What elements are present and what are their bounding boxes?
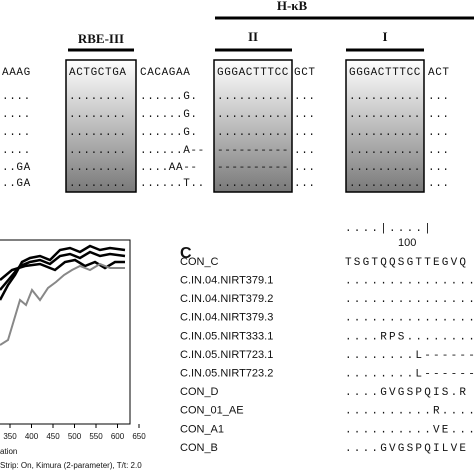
sequence-name: CON_01_AE (180, 405, 244, 417)
sequence-cell: .......... (217, 178, 289, 190)
sequence-cell: GCT (294, 67, 316, 79)
x-tick-label: 400 (25, 432, 39, 441)
sequence: ..........VE.... (345, 424, 474, 436)
sequence-cell: .......... (349, 127, 421, 139)
sequence: ....GVGSPQILVE (345, 443, 468, 455)
hkb-label: H-κB (277, 0, 308, 13)
sequence-name: CON_C (180, 256, 219, 268)
plot-frame (0, 239, 131, 425)
sequence-cell: ........ (69, 91, 127, 103)
site1-label: I (382, 29, 387, 44)
sequence-cell: .......... (349, 91, 421, 103)
sequence-cell: ---------- (217, 162, 289, 174)
site2-label: II (248, 29, 258, 44)
sequence-cell: ......A-- (140, 145, 205, 157)
sequence-cell: .......... (217, 91, 289, 103)
sequence-cell: .......... (217, 127, 289, 139)
sequence: ...............I (345, 313, 474, 325)
sequence-cell: ......G. (140, 109, 198, 121)
sequence: ....RPS.........I (345, 331, 474, 343)
x-axis-label: ation (0, 447, 17, 456)
x-tick-label: 350 (3, 432, 17, 441)
panel-label: C (180, 245, 192, 262)
sequence: ...............I (345, 276, 474, 288)
sequence-cell: GGGACTTTCC (217, 67, 289, 79)
sequence-cell: ... (294, 127, 316, 139)
rbe-box (65, 59, 137, 193)
sequence-name: C.IN.05.NIRT723.1 (180, 349, 273, 361)
sequence-cell: ... (294, 109, 316, 121)
sequence-cell: .... (2, 145, 31, 157)
sequence-cell: ....AA-- (140, 162, 198, 174)
sequence-cell: ........ (69, 127, 127, 139)
ruler: ....|....| (345, 223, 433, 235)
sequence-name: CON_D (180, 386, 219, 398)
sequence-cell: .... (2, 127, 31, 139)
x-tick-label: 450 (46, 432, 60, 441)
sequence-cell: ... (428, 127, 450, 139)
sequence-cell: ---------- (217, 145, 289, 157)
trace (0, 244, 126, 301)
sequence: ...............I (345, 294, 474, 306)
sequence-cell: .... (2, 109, 31, 121)
sequence-cell: .......... (349, 145, 421, 157)
sequence-name: CON_B (180, 442, 218, 454)
caption: Strip: On, Kimura (2-parameter), T/t: 2.… (0, 461, 142, 470)
tree-fragment (0, 239, 131, 425)
sequence-cell: ... (428, 109, 450, 121)
trace (0, 262, 125, 346)
sequence-cell: GGGACTTTCC (349, 67, 421, 79)
sequence-name: C.IN.04.NIRT379.2 (180, 293, 273, 305)
sequence-cell: ........ (69, 145, 127, 157)
sequence-cell: ... (428, 178, 450, 190)
position-label: 100 (398, 237, 416, 249)
sequence-cell: ... (428, 145, 450, 157)
sequence-cell: .......... (349, 178, 421, 190)
sequence-name: C.IN.04.NIRT379.3 (180, 312, 273, 324)
sequence-cell: ........ (69, 178, 127, 190)
sequence-cell: CACAGAA (140, 67, 190, 79)
sequence-cell: .......... (349, 162, 421, 174)
sequence: ........L-------I (345, 369, 474, 381)
sequence-cell: ..GA (2, 162, 31, 174)
sequence-cell: ......T.. (140, 178, 205, 190)
sequence-cell: ... (428, 162, 450, 174)
sequence-cell: ........ (69, 109, 127, 121)
sequence-cell: ... (428, 91, 450, 103)
site1-box (345, 59, 425, 193)
sequence-cell: .... (2, 91, 31, 103)
sequence-cell: .......... (349, 109, 421, 121)
sequence-cell: ... (294, 91, 316, 103)
trace (0, 250, 126, 291)
sequence-name: C.IN.04.NIRT379.1 (180, 275, 273, 287)
x-tick-label: 600 (111, 432, 125, 441)
content: AAAG ACTGCTGA CACAGAA GGGACTTTCC GCT GGGACTTT… (0, 67, 474, 470)
sequence-cell: ......G. (140, 91, 198, 103)
sequence-cell: ... (294, 178, 316, 190)
sequence-cell: ......G. (140, 127, 198, 139)
rbe-label: RBE-III (78, 31, 124, 46)
sequence-cell: AAAG (2, 67, 31, 79)
sequence-name: CON_A1 (180, 423, 224, 435)
sequence-cell: ... (294, 145, 316, 157)
sequence: ........L-------I (345, 350, 474, 362)
sequence-name: C.IN.05.NIRT333.1 (180, 330, 273, 342)
boxes (65, 59, 425, 193)
sequence-cell: .......... (217, 109, 289, 121)
sequence: ....GVGSPQIS.R (345, 387, 468, 399)
x-tick-label: 550 (89, 432, 103, 441)
site2-box (213, 59, 293, 193)
sequence-cell: ..GA (2, 178, 31, 190)
sequence-cell: ........ (69, 162, 127, 174)
sequence: TSGTQQSGTTEGVQ (345, 257, 468, 269)
sequence: ..........R..... (345, 406, 474, 418)
x-tick-label: 650 (132, 432, 146, 441)
sequence-cell: ACTGCTGA (69, 67, 127, 79)
sequence-name: C.IN.05.NIRT723.2 (180, 368, 273, 380)
sequence-cell: ACT (428, 67, 450, 79)
x-tick-label: 500 (68, 432, 82, 441)
sequence-cell: ... (294, 162, 316, 174)
